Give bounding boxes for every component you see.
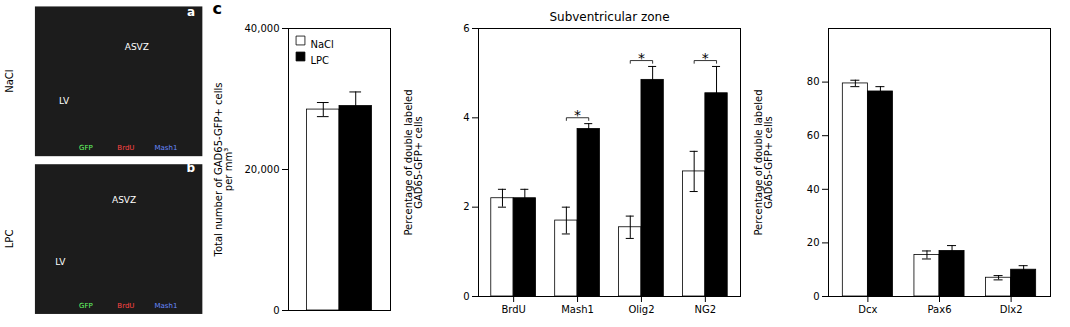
svg-text:20: 20 [807,237,820,248]
svg-text:BrdU: BrdU [501,304,525,315]
svg-text:Mash1: Mash1 [155,302,178,310]
svg-text:NaCl: NaCl [311,39,334,50]
svg-text:60: 60 [807,130,820,141]
svg-text:0: 0 [813,291,819,302]
svg-text:80: 80 [807,76,820,87]
svg-text:Dlx2: Dlx2 [1000,304,1023,315]
svg-text:LPC: LPC [311,55,330,66]
svg-text:*: * [574,107,581,123]
svg-text:*: * [638,50,645,66]
svg-text:40: 40 [807,184,820,195]
svg-text:Mash1: Mash1 [561,304,594,315]
svg-text:*: * [702,50,709,66]
svg-text:Subventricular zone: Subventricular zone [549,10,669,24]
svg-text:0: 0 [463,291,469,302]
svg-text:ASVZ: ASVZ [125,42,149,52]
svg-text:BrdU: BrdU [117,302,134,310]
svg-text:NaCl: NaCl [5,69,16,92]
svg-text:Mash1: Mash1 [155,144,178,152]
svg-text:LPC: LPC [5,230,16,249]
svg-text:4: 4 [463,112,469,123]
svg-text:GFP: GFP [79,302,93,310]
svg-text:b: b [186,161,195,175]
svg-text:40,000: 40,000 [245,23,280,34]
svg-text:6: 6 [463,23,469,34]
svg-text:NG2: NG2 [695,304,717,315]
svg-text:Dcx: Dcx [858,304,877,315]
svg-text:Percentage of double labeledGA: Percentage of double labeledGAD65-GFP+ c… [753,89,774,235]
svg-text:BrdU: BrdU [117,144,134,152]
svg-text:LV: LV [59,96,70,106]
svg-text:0: 0 [273,305,279,316]
svg-text:Percentage of double labeledGA: Percentage of double labeledGAD65-GFP+ c… [403,89,424,235]
svg-text:ASVZ: ASVZ [112,195,136,205]
svg-text:Pax6: Pax6 [928,304,952,315]
svg-text:2: 2 [463,201,469,212]
svg-text:Olig2: Olig2 [628,304,654,315]
svg-text:20,000: 20,000 [245,164,280,175]
svg-text:GFP: GFP [79,144,93,152]
svg-text:LV: LV [55,257,66,267]
svg-text:a: a [187,5,195,19]
svg-text:c: c [213,0,222,18]
svg-text:Total number of GAD65-GFP+ cel: Total number of GAD65-GFP+ cellsper mm³ [213,82,234,257]
